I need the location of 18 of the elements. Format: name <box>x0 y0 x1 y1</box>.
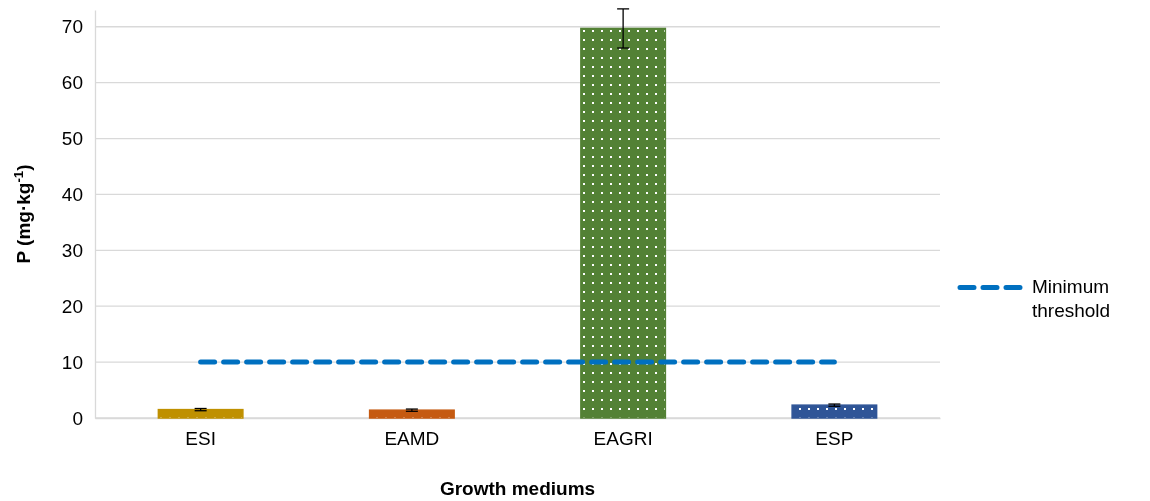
y-tick-label: 30 <box>61 239 83 261</box>
x-tick-label: EAMD <box>384 428 440 450</box>
x-axis-title: Growth mediums <box>439 478 596 499</box>
y-tick-label: 0 <box>72 407 83 429</box>
legend-label: Minimum threshold <box>1032 276 1111 322</box>
x-tick-label: ESI <box>185 428 216 450</box>
bar <box>791 404 878 419</box>
bar <box>580 27 667 419</box>
x-tick-label: ESP <box>815 428 854 450</box>
y-tick-label: 20 <box>61 295 83 317</box>
x-tick-label: EAGRI <box>593 428 653 450</box>
bar <box>157 408 244 419</box>
y-tick-label: 40 <box>61 184 83 206</box>
y-tick-label: 60 <box>61 72 83 94</box>
y-tick-label: 10 <box>61 351 83 373</box>
bar <box>368 409 455 419</box>
y-tick-label: 50 <box>61 128 83 150</box>
y-tick-label: 70 <box>61 16 83 38</box>
